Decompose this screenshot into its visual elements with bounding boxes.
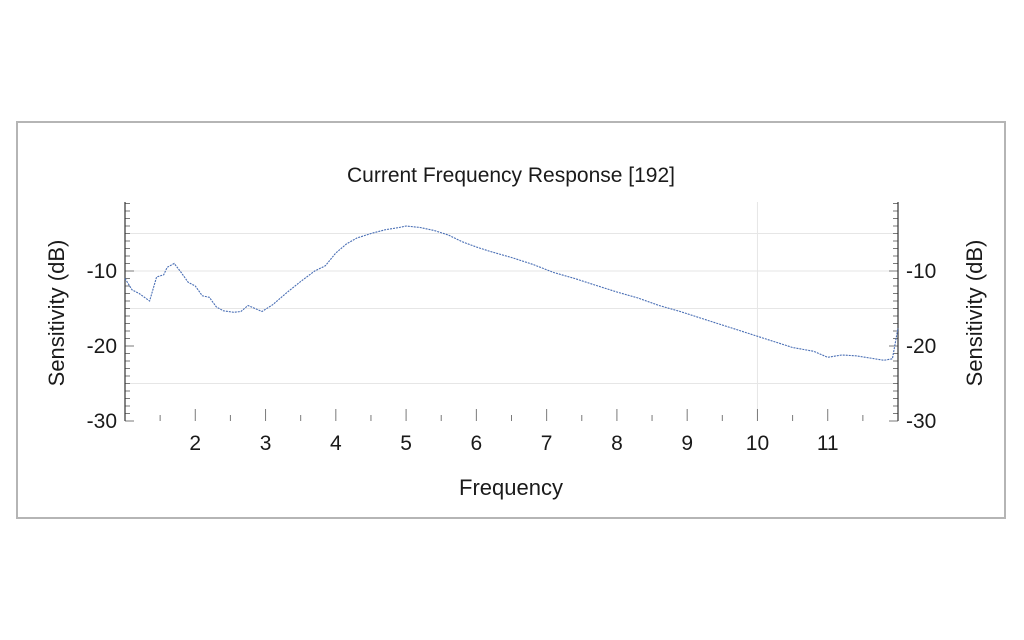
left-y-tick-labels: -30 -20 -10 (87, 260, 117, 433)
left-y-tick-label: -10 (87, 260, 117, 283)
chart-title: Current Frequency Response [192] (347, 164, 675, 187)
ticks (125, 203, 898, 422)
left-y-tick-label: -20 (87, 335, 117, 358)
x-tick-label: 6 (471, 432, 483, 455)
x-tick-label: 10 (746, 432, 769, 455)
x-tick-label: 5 (400, 432, 412, 455)
chart-frame (16, 121, 1006, 519)
x-tick-label: 11 (817, 432, 839, 455)
right-y-tick-label: -20 (906, 335, 936, 358)
x-tick-label: 8 (611, 432, 623, 455)
left-y-tick-label: -30 (87, 410, 117, 433)
right-y-tick-labels: -30 -20 -10 (906, 260, 936, 433)
x-tick-labels: 2 3 4 5 6 7 8 9 10 11 (189, 432, 838, 455)
series-line (124, 225, 899, 361)
x-tick-label: 4 (330, 432, 342, 455)
x-tick-label: 2 (189, 432, 201, 455)
left-y-axis-label: Sensitivity (dB) (44, 240, 69, 387)
right-y-tick-label: -30 (906, 410, 936, 433)
x-tick-label: 9 (681, 432, 693, 455)
x-axis-label: Frequency (459, 475, 563, 500)
x-tick-label: 7 (541, 432, 553, 455)
right-y-axis-label: Sensitivity (dB) (962, 240, 987, 387)
right-y-tick-label: -10 (906, 260, 936, 283)
x-tick-label: 3 (260, 432, 272, 455)
